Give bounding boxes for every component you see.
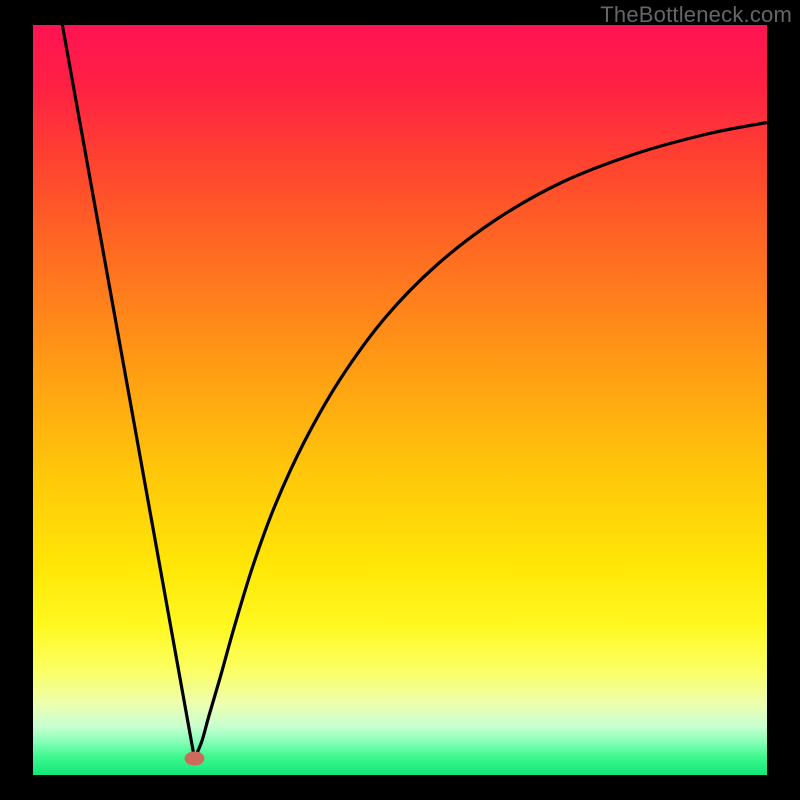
bottleneck-chart bbox=[0, 0, 800, 800]
watermark-text: TheBottleneck.com bbox=[600, 2, 792, 28]
minimum-marker bbox=[184, 752, 204, 766]
gradient-background bbox=[33, 25, 767, 775]
chart-frame: { "watermark": "TheBottleneck.com", "cha… bbox=[0, 0, 800, 800]
